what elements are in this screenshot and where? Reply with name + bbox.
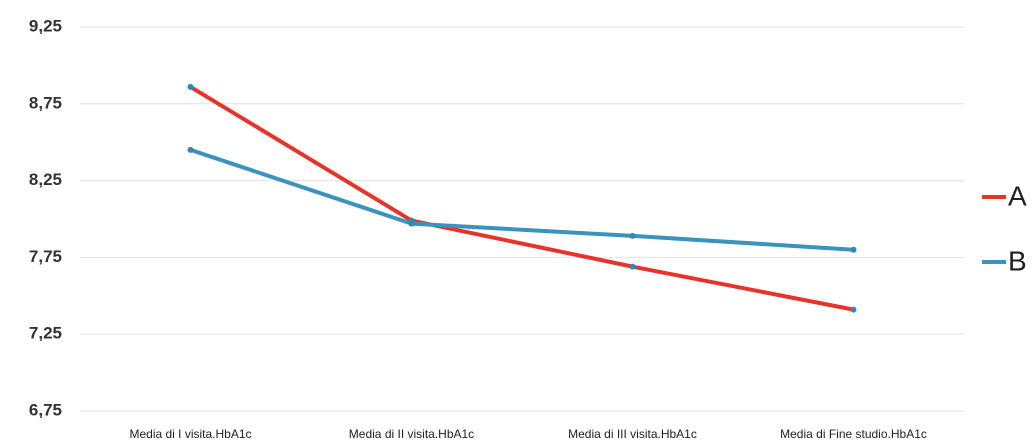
data-point xyxy=(850,246,857,253)
series-line xyxy=(189,147,854,252)
x-tick-label: Media di Fine studio.HbA1c xyxy=(780,427,927,441)
y-tick-label: 6,75 xyxy=(29,400,62,419)
y-tick-label: 7,75 xyxy=(29,247,62,266)
legend-label: B xyxy=(1008,245,1027,276)
data-point xyxy=(408,220,415,227)
data-point xyxy=(629,263,636,270)
y-tick-label: 8,25 xyxy=(29,170,62,189)
data-point xyxy=(629,232,636,239)
y-tick-label: 7,25 xyxy=(29,324,62,343)
x-tick-label: Media di III visita.HbA1c xyxy=(568,427,697,441)
y-tick-label: 9,25 xyxy=(29,16,62,35)
x-tick-label: Media di I visita.HbA1c xyxy=(129,427,251,441)
series-line xyxy=(189,85,854,312)
data-point xyxy=(187,146,194,153)
legend-label: A xyxy=(1008,180,1027,211)
y-tick-label: 8,75 xyxy=(29,93,62,112)
data-point xyxy=(850,306,857,313)
x-tick-label: Media di II visita.HbA1c xyxy=(349,427,474,441)
data-point xyxy=(187,83,194,90)
